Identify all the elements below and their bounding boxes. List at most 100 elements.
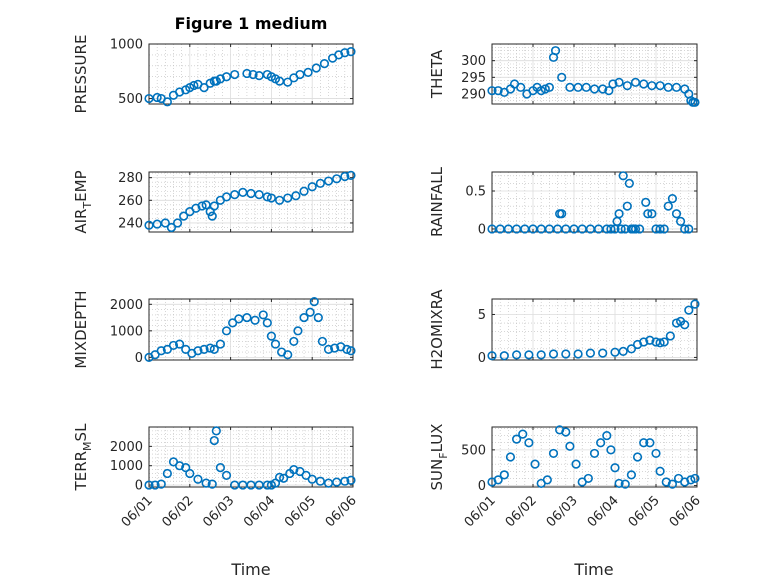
data-point <box>598 84 608 94</box>
axes-frame <box>491 298 698 361</box>
data-point <box>330 343 340 353</box>
data-point <box>250 315 260 325</box>
data-point <box>596 438 606 448</box>
data-point <box>571 459 581 469</box>
data-point <box>536 86 546 96</box>
y-axis-label-main: MIXDEPTH <box>72 290 90 368</box>
data-point <box>493 86 503 96</box>
data-point <box>686 475 696 485</box>
data-point <box>663 82 673 92</box>
y-tick-label: 280 <box>118 171 143 186</box>
y-axis-label-main: TERR <box>72 451 90 492</box>
data-point <box>209 201 219 211</box>
data-point <box>511 350 522 360</box>
data-point <box>608 79 618 89</box>
y-axis-label-main: SUN <box>428 459 446 491</box>
data-point <box>242 312 252 323</box>
data-point <box>624 178 634 188</box>
data-point <box>659 337 669 347</box>
data-point <box>675 216 686 226</box>
data-point <box>643 209 653 219</box>
y-tick-label: 0 <box>478 479 486 494</box>
axes-frame <box>148 171 354 233</box>
y-axis-label: TERRMSL <box>72 423 94 492</box>
data-point <box>193 346 203 356</box>
data-point <box>565 441 575 451</box>
data-point <box>499 351 509 361</box>
y-tick-label: 295 <box>461 71 486 86</box>
data-point <box>550 46 561 56</box>
data-point <box>340 171 350 182</box>
data-point <box>680 224 690 234</box>
data-point <box>518 429 528 439</box>
data-point <box>175 339 185 349</box>
data-point <box>557 72 567 82</box>
data-point <box>561 349 571 359</box>
y-tick-label: 2000 <box>110 298 143 313</box>
data-point <box>630 224 641 234</box>
y-axis-label-main: AIR <box>72 209 90 234</box>
subplot-air: 240 260 280 AIRTEMP <box>72 170 356 234</box>
y-tick-label: 0.5 <box>465 184 486 199</box>
x-tick-label: 06/01 <box>462 493 499 530</box>
data-point <box>671 209 682 219</box>
data-point <box>530 459 540 469</box>
y-axis-label: MIXDEPTH <box>72 290 90 368</box>
data-point <box>185 468 195 479</box>
data-point <box>221 192 232 202</box>
data-point <box>168 340 179 351</box>
data-point <box>181 344 191 354</box>
y-axis-label-subscript: T <box>81 202 94 210</box>
data-point <box>199 344 209 354</box>
y-axis-label: THETA <box>428 49 446 99</box>
data-point <box>684 224 694 234</box>
data-point <box>283 77 293 87</box>
data-point <box>610 463 620 473</box>
data-point <box>655 466 665 476</box>
data-point <box>602 430 612 441</box>
x-tick-label: 06/04 <box>241 493 278 530</box>
x-tick-label: 06/04 <box>585 493 622 530</box>
x-tick-label: 06/02 <box>160 493 197 530</box>
data-point <box>645 335 655 345</box>
data-point <box>258 310 268 320</box>
data-point <box>230 69 240 80</box>
data-point <box>583 473 593 484</box>
data-point <box>283 193 293 203</box>
data-point <box>542 475 552 485</box>
axes-frame <box>148 43 354 105</box>
data-point <box>230 190 240 200</box>
data-point <box>323 344 334 354</box>
y-tick-label: 2000 <box>110 440 143 455</box>
data-point <box>342 344 352 354</box>
data-point <box>319 59 330 69</box>
data-point <box>612 216 622 226</box>
data-point <box>505 452 516 462</box>
y-axis-label-main: RAINFALL <box>428 166 446 237</box>
y-tick-label: 1000 <box>110 324 143 339</box>
data-point <box>614 77 624 87</box>
data-point <box>199 83 209 93</box>
data-point <box>221 72 232 82</box>
subplot-rainfall: 0 0.5 RAINFALL <box>428 166 698 237</box>
data-point <box>262 192 272 202</box>
data-point <box>193 474 203 484</box>
data-point <box>274 472 285 482</box>
y-axis-label-main: H2OMIXRA <box>428 289 446 370</box>
x-tick-label: 06/06 <box>323 493 360 530</box>
data-point <box>667 193 678 204</box>
data-point <box>315 476 325 486</box>
y-tick-label: 500 <box>118 92 143 107</box>
data-point <box>166 222 177 233</box>
data-point <box>266 193 277 203</box>
data-point <box>179 211 189 221</box>
data-point <box>639 337 649 347</box>
data-point <box>606 224 616 234</box>
data-point <box>487 351 497 361</box>
data-point <box>162 344 172 354</box>
data-point <box>323 176 334 186</box>
axes-frame <box>491 43 698 105</box>
data-point <box>156 346 166 356</box>
data-point <box>246 188 256 199</box>
